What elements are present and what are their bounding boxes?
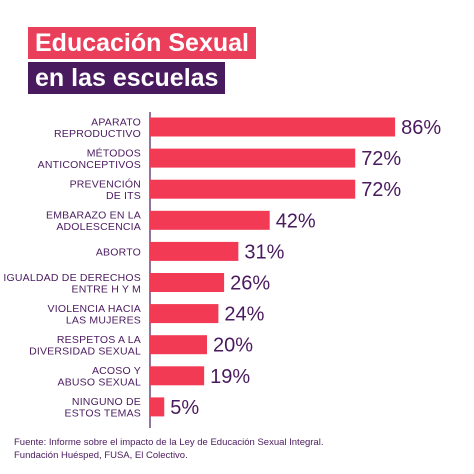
bar-value-label: 86% — [401, 117, 441, 139]
bar-value-label: 72% — [361, 179, 401, 201]
source-line-2: Fundación Huésped, FUSA, El Colectivo. — [14, 450, 188, 461]
category-label-line: NINGUNO DE — [72, 396, 141, 408]
bar-value-label: 5% — [170, 397, 199, 419]
category-label: ABORTO — [96, 246, 141, 258]
category-label-line: RESPETOS A LA — [57, 334, 141, 346]
bar — [150, 335, 207, 355]
category-label: ACOSO Y ABUSO SEXUAL — [57, 365, 141, 389]
bar — [150, 304, 219, 324]
category-label-line: IGUALDAD DE DERECHOS — [3, 272, 141, 284]
category-label-line: LAS MUJERES — [66, 314, 141, 326]
bar-value-label: 72% — [361, 148, 401, 170]
category-label-line: VIOLENCIA HACIA — [48, 303, 141, 315]
source-note: Fuente: Informe sobre el impacto de la L… — [14, 436, 323, 462]
category-label-line: ESTOS TEMAS — [65, 408, 142, 420]
category-label-line: DE ITS — [106, 190, 141, 202]
category-label-line: ABUSO SEXUAL — [57, 377, 141, 389]
category-label: NINGUNO DE ESTOS TEMAS — [65, 396, 142, 420]
category-label-line: MÉTODOS — [87, 146, 141, 159]
category-label-line: PREVENCIÓN — [70, 177, 141, 190]
category-label: MÉTODOS ANTICONCEPTIVOS — [38, 146, 141, 171]
bar — [150, 366, 205, 386]
category-label-line: ABORTO — [96, 246, 141, 258]
bar-value-label: 19% — [210, 366, 250, 388]
chart-title-line-2: en las escuelas — [28, 62, 226, 94]
bar — [150, 397, 165, 417]
bar-value-label: 31% — [244, 241, 284, 263]
bar — [150, 241, 239, 261]
category-label: IGUALDAD DE DERECHOS ENTRE H Y M — [3, 272, 141, 296]
bar-value-label: 24% — [224, 304, 264, 326]
bar — [150, 117, 396, 137]
category-label-line: ENTRE H Y M — [72, 283, 142, 295]
category-label: RESPETOS A LA DIVERSIDAD SEXUAL — [29, 334, 141, 358]
bars-layer: 86% APARATO REPRODUCTIVO 72% MÉTODOS ANTICONC… — [3, 116, 441, 419]
bar-value-label: 42% — [276, 210, 316, 232]
category-label-line: ADOLESCENCIA — [56, 221, 141, 233]
category-label: EMBARAZO EN LA ADOLESCENCIA — [46, 210, 141, 234]
bar-value-label: 20% — [213, 335, 253, 357]
category-label-line: DIVERSIDAD SEXUAL — [29, 345, 141, 357]
bar — [150, 273, 225, 292]
bar — [150, 210, 270, 230]
category-label-line: REPRODUCTIVO — [54, 128, 141, 140]
category-label-line: EMBARAZO EN LA — [46, 210, 141, 222]
source-line-1: Fuente: Informe sobre el impacto de la L… — [14, 437, 324, 448]
category-label: APARATO REPRODUCTIVO — [54, 116, 141, 140]
bar-value-label: 26% — [230, 273, 270, 295]
category-label-line: ANTICONCEPTIVOS — [38, 159, 141, 171]
bar — [150, 148, 356, 168]
category-label-line: ACOSO Y — [92, 365, 141, 377]
chart-title-line-1: Educación Sexual — [28, 27, 256, 59]
bar — [150, 179, 356, 199]
category-label-line: APARATO — [91, 116, 141, 128]
category-label: PREVENCIÓN DE ITS — [70, 177, 141, 202]
category-label: VIOLENCIA HACIA LAS MUJERES — [48, 303, 141, 327]
